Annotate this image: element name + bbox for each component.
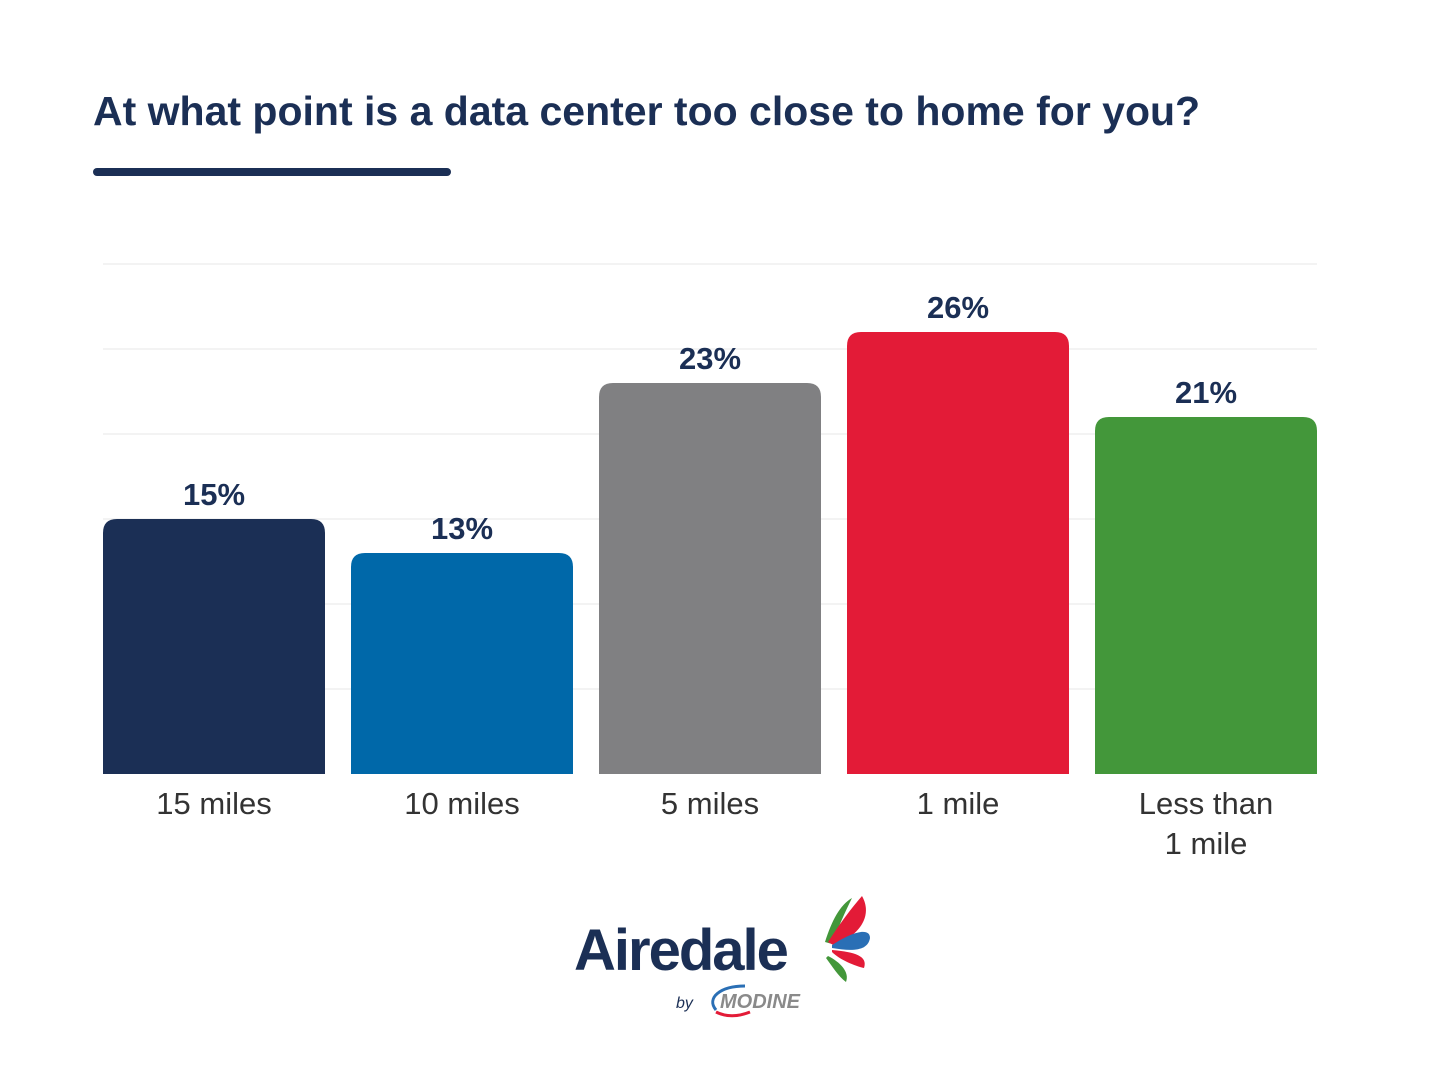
bar	[351, 553, 573, 774]
data-label: 15%	[183, 477, 245, 512]
bar	[1095, 417, 1317, 774]
category-label: 5 miles	[661, 786, 759, 821]
data-label: 26%	[927, 290, 989, 325]
by-text: by	[676, 995, 694, 1012]
airedale-logo: Airedale by MODINE	[574, 896, 870, 1018]
labels: 15% 15 miles 13% 10 miles 23% 5 miles 26% 1 mil…	[156, 290, 1273, 861]
bar	[103, 519, 325, 774]
data-label: 23%	[679, 341, 741, 376]
bar-chart: 15% 15 miles 13% 10 miles 23% 5 miles 26% 1 mil…	[103, 263, 1317, 861]
bars	[103, 332, 1317, 774]
category-label: 1 mile	[917, 786, 1000, 821]
swirl-icon	[825, 896, 870, 982]
category-label: Less than	[1139, 786, 1273, 821]
modine-text: MODINE	[720, 991, 801, 1013]
bar	[599, 383, 821, 774]
category-label: 10 miles	[404, 786, 519, 821]
bar	[847, 332, 1069, 774]
category-label: 15 miles	[156, 786, 271, 821]
logo-text: Airedale	[574, 918, 788, 983]
data-label: 13%	[431, 511, 493, 546]
data-label: 21%	[1175, 375, 1237, 410]
category-label: 1 mile	[1165, 826, 1248, 861]
chart-title: At what point is a data center too close…	[93, 88, 1201, 134]
title-underline	[93, 168, 451, 176]
